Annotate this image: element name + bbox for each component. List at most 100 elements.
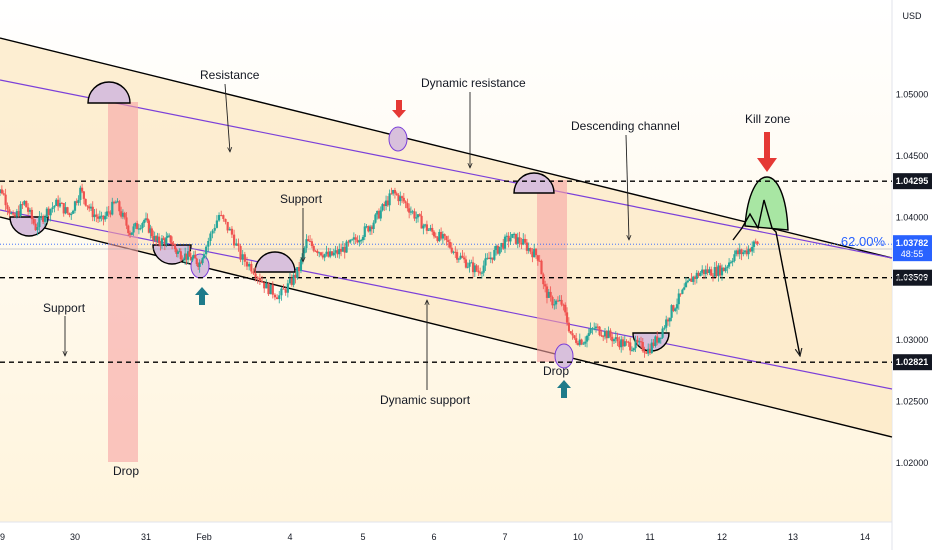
red-down-arrow: [757, 132, 777, 172]
candle-body: [282, 288, 285, 290]
candle: [241, 250, 244, 266]
candle: [598, 325, 601, 337]
candle-body: [222, 215, 225, 219]
candle-body: [62, 203, 65, 214]
candle: [282, 284, 285, 290]
candle: [354, 234, 357, 244]
candle-body: [239, 246, 242, 260]
candle-body: [518, 237, 521, 243]
candle-body: [120, 211, 123, 217]
candle: [316, 249, 319, 257]
candle: [726, 265, 729, 274]
candle-body: [95, 214, 98, 217]
candle-body: [621, 339, 625, 347]
candle-body: [404, 201, 407, 203]
candle-body: [544, 284, 547, 287]
candle: [217, 212, 221, 222]
candle-body: [493, 250, 496, 260]
candle-body: [325, 251, 328, 255]
candle-body: [175, 249, 178, 254]
annotations-layer: Resistance Dynamic resistance Descending c…: [43, 68, 800, 478]
candle: [616, 332, 619, 347]
candle-body: [475, 265, 478, 271]
candle-body: [365, 226, 368, 228]
candle-body: [564, 304, 567, 313]
candle-body: [51, 207, 54, 210]
candle: [594, 323, 598, 333]
candle-body: [729, 262, 732, 264]
candle: [693, 275, 697, 285]
candle: [674, 307, 677, 313]
candle: [632, 347, 635, 352]
candle-body: [516, 237, 519, 244]
candle-body: [647, 348, 650, 354]
candle: [58, 197, 62, 208]
candle-body: [116, 201, 119, 203]
candle: [152, 230, 155, 245]
candle-body: [406, 202, 409, 209]
candle: [305, 234, 308, 253]
kill-zone-label: Kill zone: [745, 112, 791, 126]
candle-body: [269, 284, 272, 295]
candle: [463, 252, 466, 264]
candle: [422, 223, 425, 235]
candle: [545, 283, 549, 304]
candle-body: [464, 259, 468, 268]
candle: [258, 273, 261, 285]
candle-body: [397, 194, 400, 202]
candle-body: [10, 213, 13, 215]
candle: [627, 340, 630, 347]
candle: [347, 239, 350, 247]
candle: [207, 237, 210, 253]
candle-body: [88, 206, 91, 209]
candle: [641, 337, 644, 353]
candle: [325, 245, 328, 257]
candle-body: [455, 252, 459, 260]
candle-body: [343, 247, 346, 253]
candle-body: [156, 236, 159, 242]
candle: [534, 247, 538, 259]
candle: [32, 216, 35, 226]
candle: [713, 262, 716, 278]
candle: [621, 336, 625, 351]
candle: [553, 298, 556, 310]
candle: [178, 248, 181, 253]
key-level-tag: [893, 173, 932, 190]
candle: [582, 341, 585, 345]
candle-body: [522, 238, 525, 245]
candle: [719, 262, 722, 278]
support-touch: [254, 251, 296, 273]
candle: [461, 250, 464, 259]
candle: [560, 295, 563, 307]
candle: [625, 339, 628, 346]
candle-body: [659, 337, 662, 339]
candle: [735, 249, 738, 257]
candle-body: [361, 236, 365, 241]
candle: [580, 338, 583, 346]
candle-body: [299, 259, 303, 272]
candle: [489, 251, 492, 264]
price-tick-label: 1.04000: [896, 212, 929, 222]
candle: [578, 333, 581, 347]
candle-body: [220, 214, 223, 216]
candle-body: [612, 339, 616, 342]
candle: [228, 226, 231, 231]
candle: [321, 251, 324, 260]
candle-body: [173, 244, 177, 250]
candle-body: [513, 233, 516, 235]
time-tick-label: 14: [860, 532, 870, 542]
candle-body: [111, 201, 114, 215]
key-level-label: 1.03509: [896, 273, 929, 283]
candle: [609, 328, 612, 341]
candle-body: [233, 234, 236, 246]
candle: [127, 224, 130, 237]
candle: [603, 327, 607, 340]
candle-body: [186, 251, 190, 260]
candle-body: [708, 269, 711, 273]
candle: [314, 249, 317, 252]
candle: [28, 207, 32, 215]
current-price-countdown: 48:55: [901, 249, 924, 259]
candle: [235, 238, 238, 246]
candle-body: [0, 189, 2, 193]
